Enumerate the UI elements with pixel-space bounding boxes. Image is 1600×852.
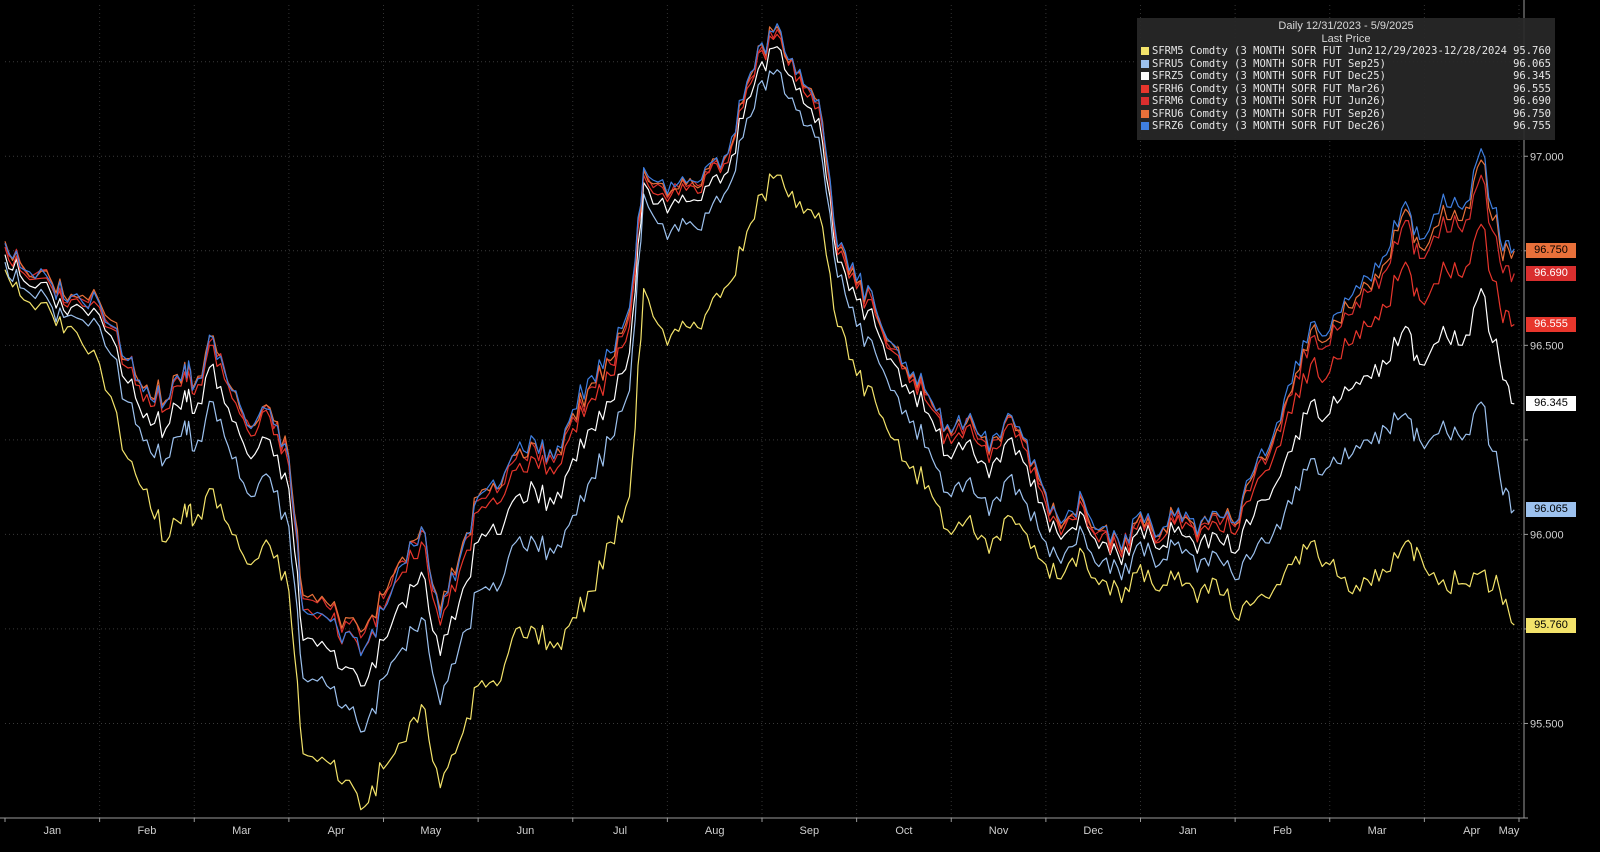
series-line [4,33,1515,655]
y-tick-label: 95.500 [1530,718,1564,730]
legend-last-value: 96.690 [1513,95,1551,107]
legend-swatch [1141,84,1149,93]
legend-swatch [1141,72,1149,81]
x-tick-label: May [420,825,441,837]
x-tick-label: Mar [1368,825,1387,837]
legend-entry: SFRZ6 Comdty (3 MONTH SOFR FUT Dec26) 96.… [1141,120,1551,133]
x-tick-label: Jan [43,825,61,837]
x-tick-label: Aug [705,825,725,837]
legend-label: SFRZ6 Comdty (3 MONTH SOFR FUT Dec26) [1152,120,1386,132]
legend-date-range: 12/29/2023-12/28/2024 [1374,45,1507,57]
x-tick-label: Nov [989,825,1009,837]
last-value-tag: 96.750 [1526,243,1576,259]
legend-entry: SFRM6 Comdty (3 MONTH SOFR FUT Jun26) 96.… [1141,95,1551,108]
legend-entry: SFRU5 Comdty (3 MONTH SOFR FUT Sep25) 96.… [1141,58,1551,71]
series-line [4,29,1515,639]
last-value-tag: 96.690 [1526,265,1576,281]
x-tick-label: Sep [800,825,820,837]
x-tick-label: Apr [328,825,345,837]
last-value-tag: 96.065 [1526,502,1576,518]
legend-last-value: 95.760 [1513,45,1551,57]
x-tick-label: Oct [895,825,912,837]
legend-label: SFRM6 Comdty (3 MONTH SOFR FUT Jun26) [1152,95,1386,107]
x-tick-label: Jun [517,825,535,837]
series-line [4,26,1515,633]
chart-title: Daily 12/31/2023 - 5/9/2025 [1278,20,1414,32]
legend-label: SFRU6 Comdty (3 MONTH SOFR FUT Sep26) [1152,107,1386,120]
legend-label: SFRZ5 Comdty (3 MONTH SOFR FUT Dec25) [1152,70,1386,82]
x-tick-label: May [1499,825,1520,837]
series-line [4,23,1515,657]
series-line [4,46,1515,687]
y-tick-label: 97.000 [1530,151,1564,163]
x-tick-label: Dec [1083,825,1103,837]
y-axis: 95.500 96.000 96.500 97.000 [1523,0,1564,819]
x-tick-label: Apr [1463,825,1480,837]
legend-rows: SFRM5 Comdty (3 MONTH SOFR FUT Jun25) 12/… [1141,45,1551,133]
y-tick-label: 96.000 [1530,529,1564,541]
legend-last-value: 96.755 [1513,120,1551,132]
legend-last-value: 96.065 [1513,57,1551,70]
legend-swatch [1141,109,1149,118]
series-lines [4,23,1515,811]
legend-label: SFRH6 Comdty (3 MONTH SOFR FUT Mar26) [1152,82,1386,95]
x-tick-label: Jul [613,825,627,837]
legend-label: SFRU5 Comdty (3 MONTH SOFR FUT Sep25) [1152,57,1386,70]
legend-entry: SFRZ5 Comdty (3 MONTH SOFR FUT Dec25) 96.… [1141,70,1551,83]
legend-entry: SFRU6 Comdty (3 MONTH SOFR FUT Sep26) 96.… [1141,108,1551,121]
legend-swatch [1141,47,1149,56]
legend-swatch [1141,122,1149,131]
last-value-tag: 96.555 [1526,317,1576,333]
legend-swatch [1141,59,1149,68]
x-tick-label: Jan [1179,825,1197,837]
legend: Daily 12/31/2023 - 5/9/2025 Last Price S… [1137,18,1555,140]
legend-label: SFRM5 Comdty (3 MONTH SOFR FUT Jun25) [1152,45,1373,57]
legend-last-value: 96.345 [1513,70,1551,82]
legend-swatch [1141,97,1149,106]
legend-entry: SFRH6 Comdty (3 MONTH SOFR FUT Mar26) 96.… [1141,83,1551,96]
last-value-tag: 95.760 [1526,617,1576,633]
chart-subtitle: Last Price [1321,32,1371,45]
series-line [4,173,1515,811]
x-tick-label: Mar [232,825,251,837]
x-tick-label: Feb [1273,825,1292,837]
x-axis: Jan Feb Mar Apr May Jun Jul Aug Sep Oct Nov Dec Jan F… [0,817,1524,837]
series-line [4,69,1515,733]
x-tick-label: Feb [137,825,156,837]
y-tick-label: 96.500 [1530,340,1564,352]
legend-last-value: 96.555 [1513,82,1551,95]
last-value-tag: 96.345 [1526,396,1576,412]
legend-entry: SFRM5 Comdty (3 MONTH SOFR FUT Jun25) 12/… [1141,45,1551,58]
legend-last-value: 96.750 [1513,107,1551,120]
